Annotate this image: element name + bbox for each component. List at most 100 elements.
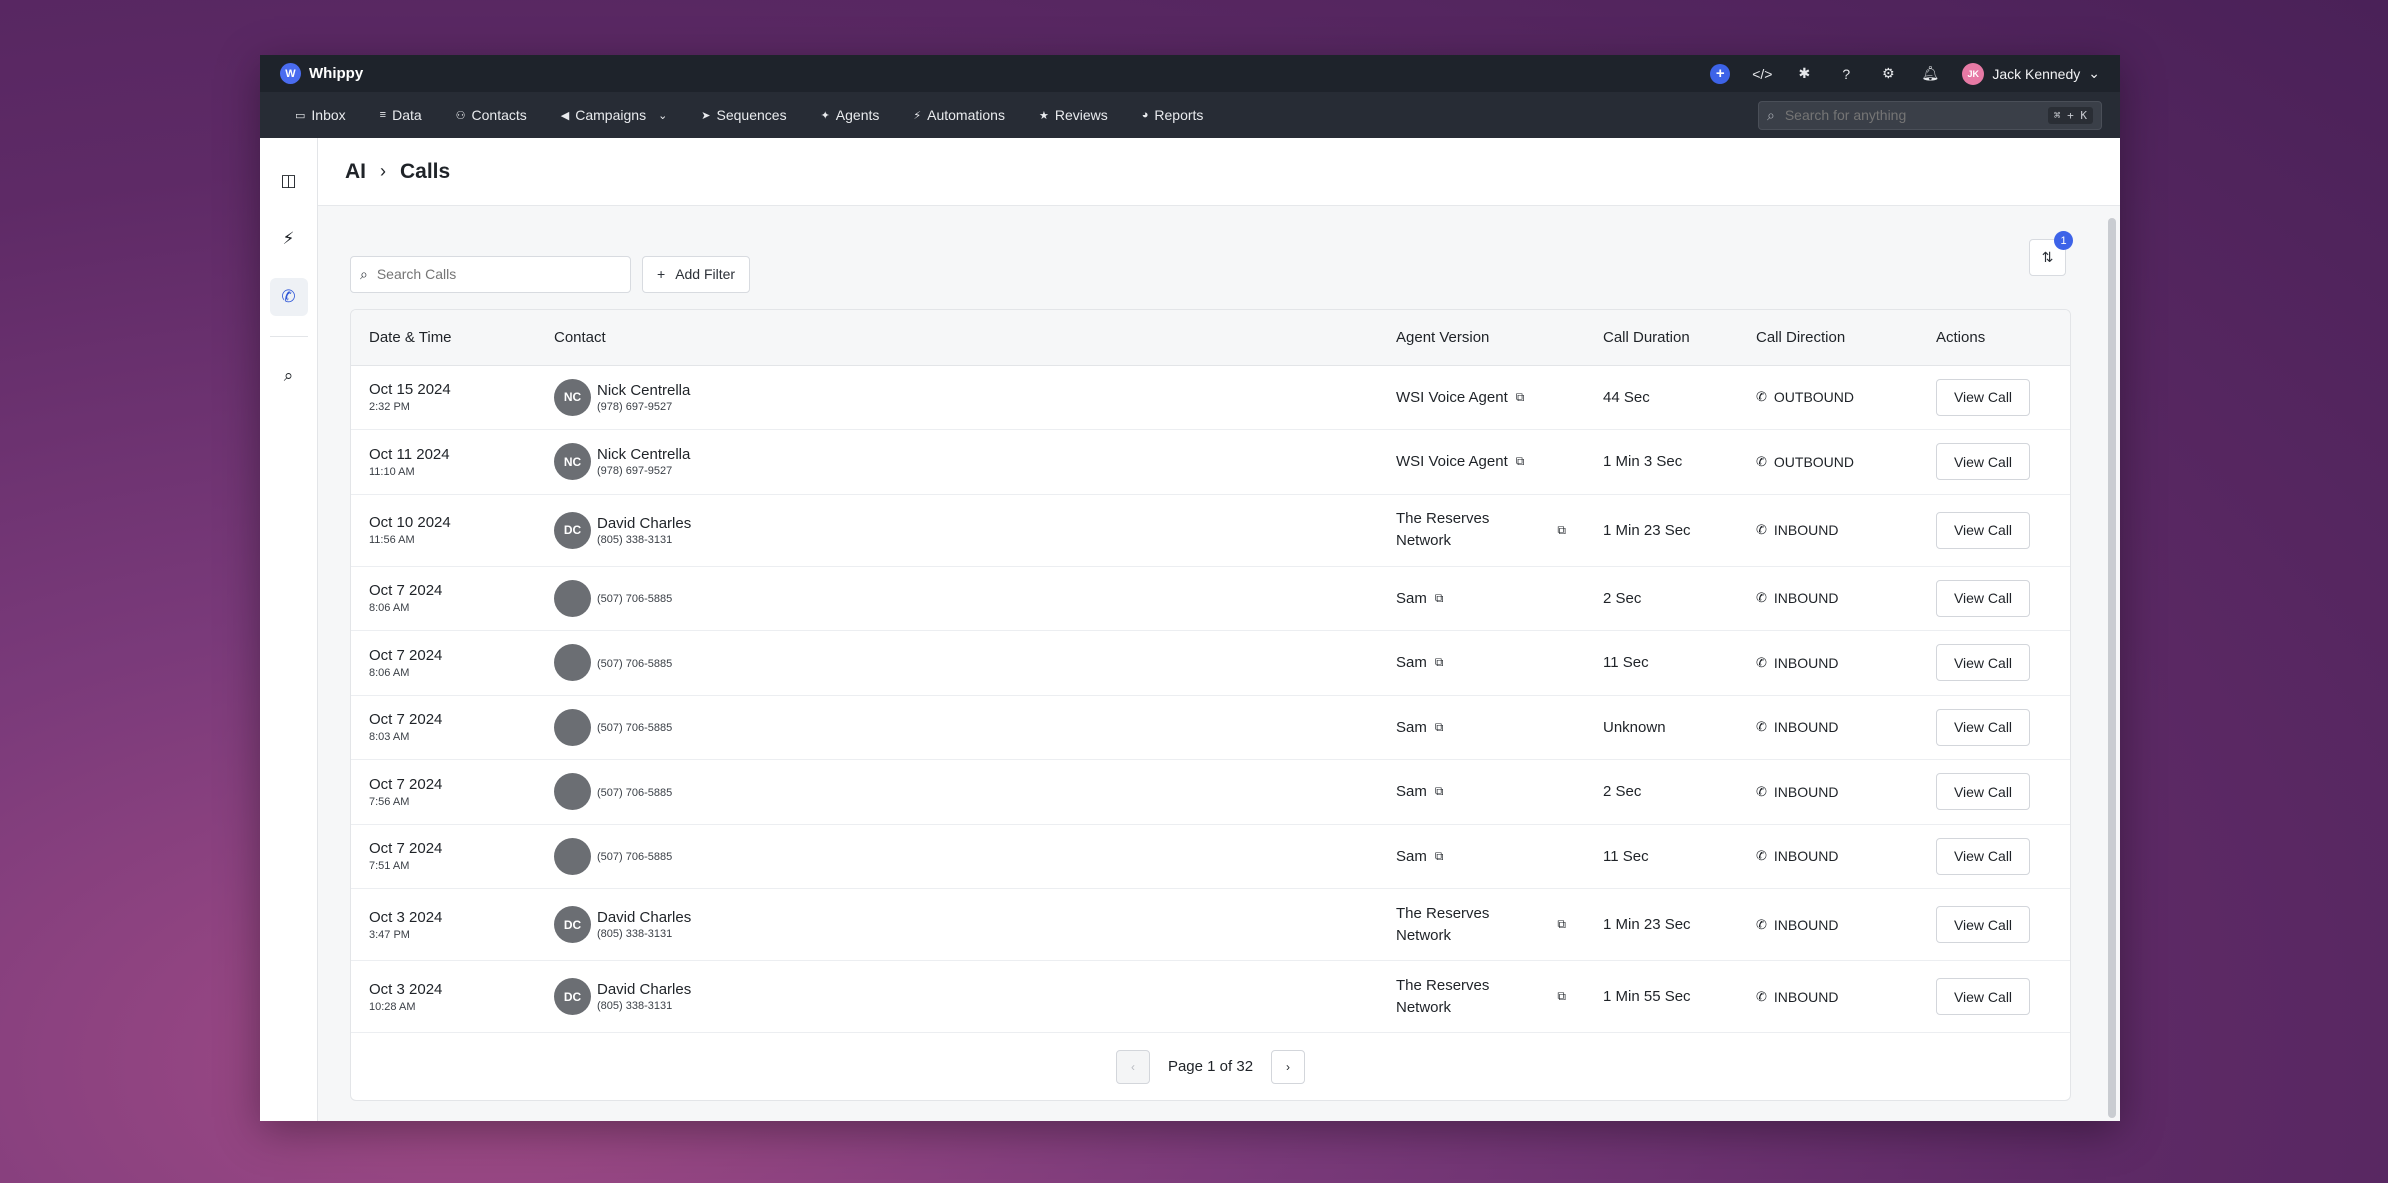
view-call-button[interactable]: View Call bbox=[1936, 709, 2030, 746]
view-call-button[interactable]: View Call bbox=[1936, 906, 2030, 943]
view-call-button[interactable]: View Call bbox=[1936, 773, 2030, 810]
search-calls-input[interactable] bbox=[377, 266, 607, 282]
agent-link[interactable]: The Reserves Network ⧉ bbox=[1396, 903, 1566, 947]
cell-contact: (507) 706-5885 bbox=[536, 695, 1378, 760]
table-row: Oct 3 2024 10:28 AM DC David Charles (80… bbox=[351, 961, 2070, 1033]
nav-item-campaigns[interactable]: ◀ Campaigns ⌄ bbox=[544, 92, 685, 138]
agent-link[interactable]: The Reserves Network ⧉ bbox=[1396, 975, 1566, 1019]
create-new-icon[interactable]: + bbox=[1710, 64, 1730, 84]
nav-item-reviews[interactable]: ★ Reviews bbox=[1022, 92, 1125, 138]
contact[interactable]: (507) 706-5885 bbox=[554, 644, 1360, 681]
contact[interactable]: DC David Charles (805) 338-3131 bbox=[554, 978, 1360, 1015]
view-call-button[interactable]: View Call bbox=[1936, 379, 2030, 416]
cell-agent-version: The Reserves Network ⧉ bbox=[1378, 494, 1585, 566]
view-call-button[interactable]: View Call bbox=[1936, 978, 2030, 1015]
scrollbar[interactable] bbox=[2108, 218, 2116, 1118]
view-call-button[interactable]: View Call bbox=[1936, 580, 2030, 617]
view-call-button[interactable]: View Call bbox=[1936, 838, 2030, 875]
call-direction: INBOUND bbox=[1774, 784, 1839, 800]
agent-link[interactable]: Sam ⧉ bbox=[1396, 719, 1567, 736]
puzzle-icon[interactable]: ✱ bbox=[1794, 64, 1814, 84]
nav-item-sequences[interactable]: ➤ Sequences bbox=[684, 92, 803, 138]
toggle-sidebar-button[interactable]: ◫ bbox=[270, 162, 308, 200]
nav-label: Agents bbox=[836, 107, 880, 123]
cell-actions: View Call bbox=[1918, 695, 2070, 760]
contact[interactable]: (507) 706-5885 bbox=[554, 580, 1360, 617]
table-row: Oct 7 2024 7:51 AM (507) 706-5885 Sam ⧉ … bbox=[351, 824, 2070, 889]
breadcrumb-parent[interactable]: AI bbox=[345, 160, 366, 184]
call-direction: INBOUND bbox=[1774, 848, 1839, 864]
call-direction: INBOUND bbox=[1774, 522, 1839, 538]
contact[interactable]: NC Nick Centrella (978) 697-9527 bbox=[554, 379, 1360, 416]
contact[interactable]: NC Nick Centrella (978) 697-9527 bbox=[554, 443, 1360, 480]
cell-date-time: Oct 10 2024 11:56 AM bbox=[351, 494, 536, 566]
nav-item-inbox[interactable]: ▭ Inbox bbox=[278, 92, 363, 138]
nav-label: Sequences bbox=[717, 107, 787, 123]
contact[interactable]: DC David Charles (805) 338-3131 bbox=[554, 906, 1360, 943]
cell-date-time: Oct 11 2024 11:10 AM bbox=[351, 430, 536, 495]
breadcrumb: AI › Calls bbox=[318, 138, 2120, 206]
rail-calls-button[interactable]: ✆ bbox=[270, 278, 308, 316]
global-search-input[interactable] bbox=[1785, 107, 2005, 123]
agent-link[interactable]: Sam ⧉ bbox=[1396, 654, 1567, 671]
call-date: Oct 7 2024 bbox=[369, 647, 518, 664]
call-date: Oct 7 2024 bbox=[369, 776, 518, 793]
view-call-button[interactable]: View Call bbox=[1936, 644, 2030, 681]
prev-page-button[interactable]: ‹ bbox=[1116, 1050, 1150, 1084]
sort-button[interactable]: ⇅ 1 bbox=[2029, 239, 2066, 276]
avatar: NC bbox=[554, 379, 591, 416]
nav-item-reports[interactable]: ◕ Reports bbox=[1125, 92, 1221, 138]
agent-link[interactable]: WSI Voice Agent ⧉ bbox=[1396, 389, 1567, 406]
cell-direction: ✆ INBOUND bbox=[1738, 695, 1918, 760]
view-call-button[interactable]: View Call bbox=[1936, 443, 2030, 480]
nav-label: Reports bbox=[1154, 107, 1203, 123]
view-call-button[interactable]: View Call bbox=[1936, 512, 2030, 549]
add-filter-button[interactable]: + Add Filter bbox=[642, 256, 750, 293]
cell-direction: ✆ INBOUND bbox=[1738, 494, 1918, 566]
contact[interactable]: (507) 706-5885 bbox=[554, 838, 1360, 875]
nav-item-agents[interactable]: ✦ Agents bbox=[804, 92, 897, 138]
global-search[interactable]: ⌕ ⌘ + K bbox=[1758, 101, 2102, 130]
call-date: Oct 3 2024 bbox=[369, 981, 518, 998]
cell-contact: DC David Charles (805) 338-3131 bbox=[536, 494, 1378, 566]
next-page-button[interactable]: › bbox=[1271, 1050, 1305, 1084]
contact[interactable]: (507) 706-5885 bbox=[554, 709, 1360, 746]
nav-item-data[interactable]: ≡ Data bbox=[363, 92, 439, 138]
contact[interactable]: DC David Charles (805) 338-3131 bbox=[554, 512, 1360, 549]
phone-icon: ✆ bbox=[1756, 454, 1767, 470]
whippy-logo-icon: W bbox=[280, 63, 301, 84]
user-menu[interactable]: JK Jack Kennedy ⌄ bbox=[1962, 63, 2100, 85]
cell-duration: 1 Min 23 Sec bbox=[1585, 889, 1738, 961]
table-row: Oct 7 2024 7:56 AM (507) 706-5885 Sam ⧉ … bbox=[351, 760, 2070, 825]
nav-item-automations[interactable]: ⚡︎ Automations bbox=[896, 92, 1022, 138]
phone-icon: ✆ bbox=[1756, 590, 1767, 606]
search-calls[interactable]: ⌕ bbox=[350, 256, 631, 293]
call-date: Oct 7 2024 bbox=[369, 582, 518, 599]
contact-name: David Charles bbox=[597, 981, 691, 998]
agent-name: Sam bbox=[1396, 590, 1427, 607]
agent-link[interactable]: Sam ⧉ bbox=[1396, 783, 1567, 800]
agent-name: The Reserves Network bbox=[1396, 975, 1536, 1019]
gear-icon[interactable]: ⚙ bbox=[1878, 64, 1898, 84]
cell-direction: ✆ OUTBOUND bbox=[1738, 365, 1918, 430]
cell-date-time: Oct 7 2024 8:03 AM bbox=[351, 695, 536, 760]
table-row: Oct 7 2024 8:06 AM (507) 706-5885 Sam ⧉ … bbox=[351, 566, 2070, 631]
nav-item-contacts[interactable]: ⚇ Contacts bbox=[439, 92, 544, 138]
cell-direction: ✆ INBOUND bbox=[1738, 631, 1918, 696]
bell-icon[interactable]: 🔔︎ bbox=[1920, 64, 1940, 84]
page-prefix: Page bbox=[1168, 1058, 1203, 1075]
call-date: Oct 10 2024 bbox=[369, 514, 518, 531]
contact-name: David Charles bbox=[597, 515, 691, 532]
help-icon[interactable]: ? bbox=[1836, 64, 1856, 84]
rail-search-button[interactable]: ⌕ bbox=[270, 357, 308, 395]
agent-link[interactable]: Sam ⧉ bbox=[1396, 848, 1567, 865]
code-icon[interactable]: </> bbox=[1752, 64, 1772, 84]
agent-link[interactable]: WSI Voice Agent ⧉ bbox=[1396, 453, 1567, 470]
rail-automations-button[interactable]: ⚡︎ bbox=[270, 220, 308, 258]
cell-direction: ✆ OUTBOUND bbox=[1738, 430, 1918, 495]
app-logo[interactable]: W Whippy bbox=[280, 63, 363, 84]
agent-link[interactable]: The Reserves Network ⧉ bbox=[1396, 508, 1566, 552]
call-time: 7:56 AM bbox=[369, 796, 518, 808]
contact[interactable]: (507) 706-5885 bbox=[554, 773, 1360, 810]
agent-link[interactable]: Sam ⧉ bbox=[1396, 590, 1567, 607]
